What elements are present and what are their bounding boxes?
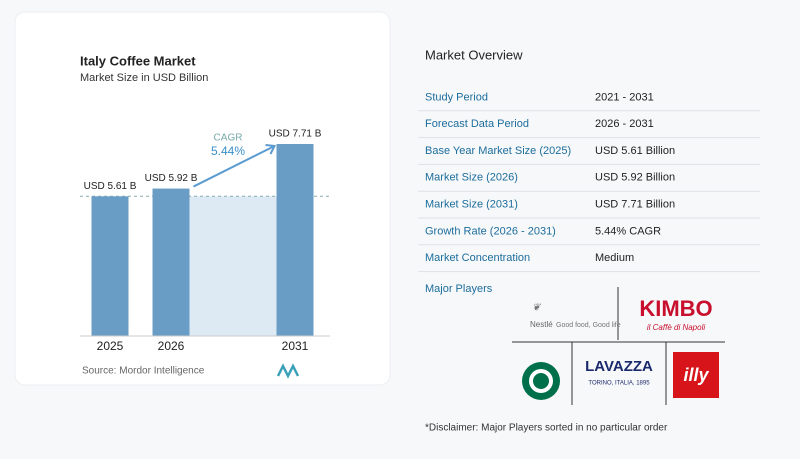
chart-subtitle: Market Size in USD Billion: [80, 72, 208, 84]
kimbo-tagline: il Caffè di Napoli: [647, 323, 705, 332]
overview-title: Market Overview: [425, 47, 523, 62]
row-value: 2021 - 2031: [595, 91, 654, 103]
x-tick-label: 2026: [158, 339, 185, 353]
bar: [276, 144, 314, 336]
lavazza-logo: LAVAZZA: [585, 358, 653, 375]
row-label: Market Size (2026): [425, 172, 518, 184]
row-label: Base Year Market Size (2025): [425, 145, 571, 157]
row-label: Market Concentration: [425, 252, 530, 264]
brand-logo: [276, 363, 300, 379]
starbucks-logo-core: [533, 373, 549, 389]
players-title: Major Players: [425, 283, 493, 295]
row-value: USD 7.71 Billion: [595, 199, 675, 211]
chart-title: Italy Coffee Market: [80, 53, 196, 68]
row-label: Market Size (2031): [425, 199, 518, 211]
nestle-tagline: Good food, Good life: [556, 322, 621, 329]
x-tick-label: 2025: [97, 339, 124, 353]
illy-text: illy: [683, 365, 709, 385]
cagr-arrow: [193, 145, 275, 188]
overview-table: Study Period 2021 - 2031 Forecast Data Per…: [418, 91, 760, 273]
plot: USD 5.61 B 2025 USD 5.92 B 2026 USD 7.71 B 20…: [80, 129, 330, 353]
source: Source: Mordor Intelligence: [82, 366, 205, 377]
row-value: 5.44% CAGR: [595, 225, 661, 237]
row-value: 2026 - 2031: [595, 118, 654, 130]
value-label: USD 5.61 B: [84, 181, 137, 192]
nestle-mark: ❦: [532, 303, 541, 314]
kimbo-logo: KIMBO: [639, 296, 712, 321]
cagr-arrowhead: [265, 144, 277, 155]
value-label: USD 5.92 B: [145, 173, 198, 184]
row-value: USD 5.92 Billion: [595, 172, 675, 184]
row-value: Medium: [595, 252, 634, 264]
row-label: Study Period: [425, 91, 488, 103]
disclaimer: *Disclaimer: Major Players sorted in no …: [425, 423, 668, 434]
row-label: Forecast Data Period: [425, 118, 529, 130]
cagr-value: 5.44%: [211, 144, 245, 158]
nestle-logo: Nestlé: [530, 320, 553, 329]
value-label: USD 7.71 B: [269, 129, 322, 140]
bar: [152, 188, 190, 336]
row-label: Growth Rate (2026 - 2031): [425, 225, 556, 237]
lavazza-tagline: TORINO, ITALIA, 1895: [588, 381, 650, 387]
growth-area: [189, 196, 277, 336]
illy-logo: [673, 352, 719, 398]
row-value: USD 5.61 Billion: [595, 145, 675, 157]
x-tick-label: 2031: [282, 339, 309, 353]
bar: [91, 196, 129, 336]
player-grid: [512, 287, 725, 405]
cagr-label: CAGR: [214, 133, 243, 144]
